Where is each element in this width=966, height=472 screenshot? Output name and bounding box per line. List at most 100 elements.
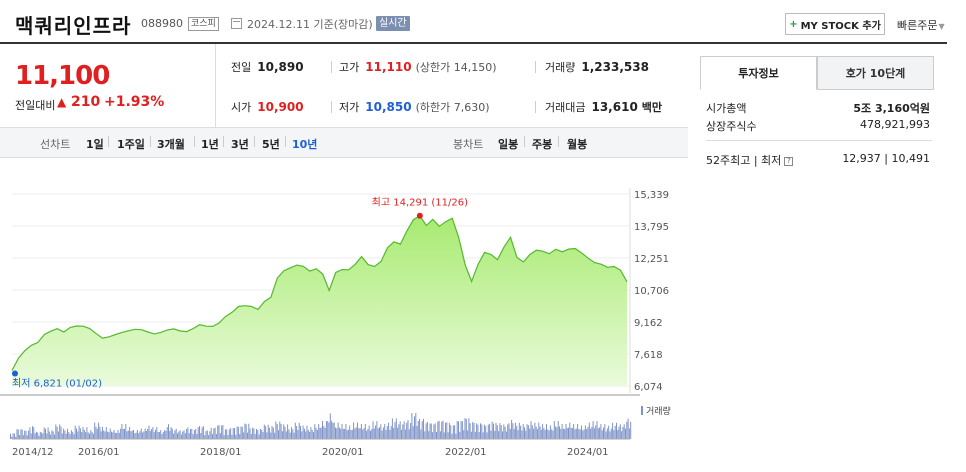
candle-monthly[interactable]: 월봉 (567, 138, 588, 151)
volume-bar (113, 430, 115, 439)
add-my-stock-button[interactable]: + MY STOCK 추가 (785, 13, 885, 35)
period-separator (223, 136, 224, 147)
volume-bar (341, 424, 343, 439)
plus-icon: + (789, 18, 798, 30)
volume-bar (366, 430, 368, 439)
volume-bar (539, 426, 541, 439)
period-1d[interactable]: 1일 (86, 138, 104, 151)
volume-bar (92, 433, 94, 439)
volume-bar (297, 430, 299, 439)
volume-bar (470, 431, 472, 439)
volume-bar (139, 431, 141, 439)
volume-bar (483, 424, 485, 439)
x-tick-label: 2020/01 (322, 447, 364, 458)
volume-bar (604, 424, 606, 439)
volume-bar (206, 430, 208, 439)
volume-bar (70, 430, 72, 439)
volume-bar (249, 428, 251, 439)
high-value: 11,110 (365, 60, 412, 74)
period-1w[interactable]: 1주일 (117, 138, 145, 151)
volume-bar (384, 424, 386, 439)
volume-bar (355, 427, 357, 439)
volume-bar (179, 430, 181, 439)
volume-bar (618, 426, 620, 439)
price-divider (215, 44, 216, 128)
help-icon[interactable]: ? (784, 157, 794, 166)
volume-bar (280, 424, 282, 439)
volume-bar (507, 424, 509, 439)
volume-bar (186, 429, 188, 439)
volume-bar (309, 431, 311, 439)
low-stat: 저가 10,850 (하한가 7,630) (339, 99, 490, 115)
price-chart[interactable]: 15,33913,79512,25110,7069,1627,6186,074 … (0, 158, 688, 472)
period-3y[interactable]: 3년 (231, 138, 249, 151)
week52-row: 52주최고 | 최저? 12,937 | 10,491 (706, 152, 930, 168)
realtime-button[interactable]: 실시간 (376, 16, 410, 31)
volume-bar (195, 428, 197, 439)
volume-bar (210, 427, 212, 439)
volume-bar (609, 431, 611, 439)
quick-order-button[interactable]: 빠른주문▼ (897, 17, 945, 33)
volume-bar (291, 427, 292, 439)
volume-bar (133, 430, 134, 439)
volume-bar (489, 423, 491, 439)
volume-bar (20, 429, 22, 439)
candle-daily[interactable]: 일봉 (498, 138, 519, 151)
volume-bar (85, 432, 87, 439)
volume-bar (105, 427, 107, 439)
min-price-marker (12, 370, 18, 377)
volume-bar (491, 421, 493, 439)
volume-bar (446, 422, 448, 439)
volume-bar (516, 425, 518, 439)
volume-bar (60, 426, 62, 439)
volume-bar (582, 430, 584, 439)
period-separator (108, 136, 109, 147)
volume-bar (98, 422, 100, 439)
upper-limit: (상한가 14,150) (415, 61, 497, 74)
volume-bar (547, 429, 549, 439)
volume-bar (160, 430, 162, 439)
tab-order-book[interactable]: 호가 10단계 (817, 56, 934, 90)
volume-bar (253, 428, 255, 439)
volume-bar (537, 429, 538, 439)
volume-bar (182, 431, 184, 439)
volume-bar (86, 427, 88, 439)
period-5y[interactable]: 5년 (262, 138, 280, 151)
volume-bar (526, 424, 528, 439)
candle-weekly[interactable]: 주봉 (532, 138, 553, 151)
period-10y[interactable]: 10년 (292, 138, 318, 151)
volume-bar (406, 422, 408, 439)
period-3m[interactable]: 3개월 (157, 138, 185, 151)
volume-bar (548, 430, 550, 439)
volume-bar (617, 430, 619, 439)
volume-bar (87, 432, 89, 439)
volume-bar (571, 427, 573, 439)
volume-bar (153, 432, 155, 439)
volume-bar (377, 428, 379, 439)
volume-bar (76, 428, 77, 439)
period-1y[interactable]: 1년 (201, 138, 219, 151)
volume-bar (411, 413, 413, 439)
volume-bar (303, 428, 305, 439)
volume-bar (525, 430, 527, 439)
volume-bar (215, 434, 217, 439)
stock-code: 088980 (141, 17, 183, 30)
volume-bar (126, 431, 128, 439)
calendar-icon (231, 18, 242, 29)
tab-investment-info[interactable]: 투자정보 (700, 56, 817, 90)
volume-bar (393, 427, 395, 439)
volume-bar (65, 433, 67, 439)
candle-chart-label: 봉차트 (453, 138, 484, 151)
volume-bar (557, 421, 559, 439)
volume-bar (178, 431, 180, 439)
volume-bar (443, 432, 445, 439)
volume-bar (467, 430, 469, 439)
volume-bar (586, 429, 588, 439)
chart-period-bar: 선차트 1일 1주일 3개월 1년 3년 5년 10년 봉차트 일봉 주봉 월봉 (0, 128, 688, 158)
volume-bar (17, 429, 19, 439)
volume-bar (500, 425, 502, 439)
volume-bar (208, 435, 210, 439)
volume-bar (39, 431, 41, 439)
volume-bar (577, 424, 579, 439)
volume-bar (382, 427, 384, 439)
